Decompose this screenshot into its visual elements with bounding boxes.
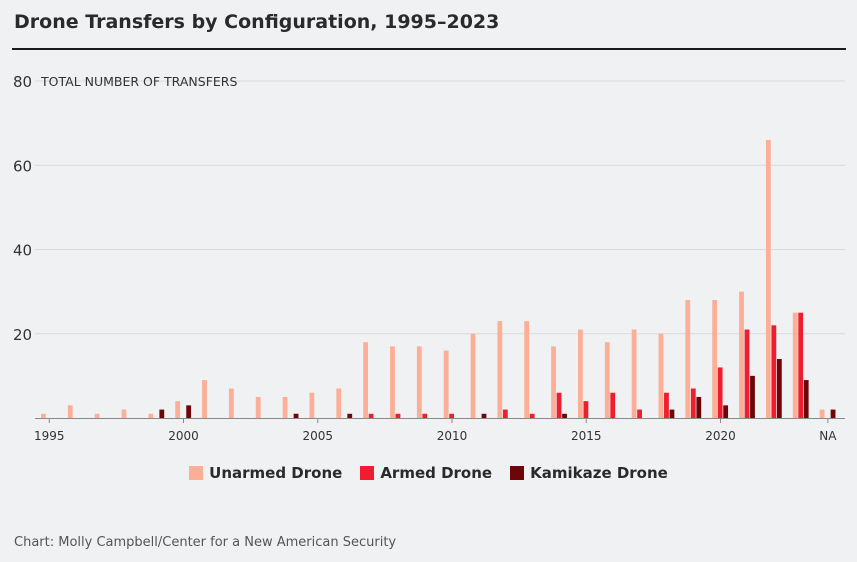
bar-kamikaze-2019 (696, 396, 702, 418)
bar-kamikaze-2020 (723, 405, 729, 418)
y-tick-label: 80 (13, 73, 32, 91)
bar-armed-2021 (744, 329, 750, 418)
legend-label: Unarmed Drone (209, 464, 343, 482)
legend-swatch (510, 466, 525, 480)
bar-kamikaze-2006 (347, 413, 353, 418)
legend-item-armed: Armed Drone (360, 464, 492, 482)
bar-unarmed-2017 (631, 329, 637, 418)
legend-item-kamikaze: Kamikaze Drone (510, 464, 668, 482)
x-tick-label: 1995 (34, 429, 65, 443)
bar-unarmed-2012 (497, 321, 503, 418)
bar-kamikaze-2004 (293, 413, 299, 418)
x-tick-label: 2005 (302, 429, 333, 443)
bar-unarmed-2022 (765, 139, 771, 418)
bar-kamikaze-2021 (750, 375, 755, 418)
bar-kamikaze-2023 (803, 380, 809, 418)
x-tick-label: NA (819, 429, 837, 443)
bar-chart: 1995 2000 2005 2010 2015 2020 NA 20 40 60 80 TOTAL… (13, 73, 845, 443)
bar-armed-2020 (717, 367, 723, 418)
bar-armed-2016 (610, 392, 616, 418)
bar-unarmed-2003 (255, 396, 261, 418)
y-tick-label: 20 (13, 326, 32, 344)
bar-armed-2010 (449, 413, 455, 418)
bar-kamikaze-2022 (776, 359, 782, 418)
bar-unarmed-2004 (282, 396, 288, 418)
bar-unarmed-2009 (416, 346, 422, 418)
bar-unarmed-2005 (309, 392, 315, 418)
bar-unarmed-2006 (336, 388, 342, 418)
x-tick-label: 2015 (571, 429, 602, 443)
bars (41, 139, 836, 418)
bar-armed-2022 (771, 325, 777, 418)
bar-unarmed-2016 (604, 342, 610, 418)
bar-kamikaze-1999 (159, 409, 165, 418)
bar-unarmed-2020 (712, 300, 718, 418)
bar-unarmed-1996 (67, 405, 73, 418)
bar-kamikaze-2018 (669, 409, 675, 418)
bar-unarmed-2007 (363, 342, 368, 418)
bar-armed-2015 (583, 401, 589, 418)
bar-kamikaze-2011 (481, 413, 487, 418)
y-tick-label: 40 (13, 242, 32, 260)
x-axis: 1995 2000 2005 2010 2015 2020 NA (34, 418, 845, 443)
x-tick-label: 2010 (437, 429, 468, 443)
bar-armed-2018 (664, 392, 669, 418)
y-tick-label: 60 (13, 157, 32, 175)
bar-unarmed-2014 (551, 346, 556, 418)
gridlines (35, 80, 845, 335)
bar-unarmed-2011 (470, 333, 476, 418)
bar-unarmed-1995 (41, 413, 46, 418)
bar-unarmed-1999 (148, 413, 154, 418)
bar-unarmed-2019 (685, 300, 691, 418)
bar-unarmed-2002 (228, 388, 234, 418)
bar-unarmed-2021 (739, 291, 744, 418)
legend-swatch (360, 466, 375, 480)
bar-unarmed-2001 (202, 380, 207, 418)
bar-armed-2013 (529, 413, 535, 418)
title-divider (12, 48, 846, 50)
bar-unarmed-2010 (443, 350, 449, 418)
chart-title: Drone Transfers by Configuration, 1995–2… (14, 11, 500, 33)
bar-armed-2009 (422, 413, 428, 418)
bar-unarmed-2018 (658, 333, 664, 418)
bar-unarmed-1997 (94, 413, 100, 418)
bar-unarmed-2023 (792, 312, 798, 418)
bar-armed-2008 (395, 413, 401, 418)
bar-kamikaze-2000 (186, 405, 192, 418)
bar-unarmed-2015 (578, 329, 583, 418)
chart-credit: Chart: Molly Campbell/Center for a New A… (14, 535, 397, 550)
bar-unarmed-2008 (390, 346, 395, 418)
bar-armed-2019 (690, 388, 696, 418)
legend-swatch (189, 466, 204, 480)
legend: Unarmed Drone Armed Drone Kamikaze Drone (0, 464, 857, 482)
bar-unarmed-2000 (175, 401, 181, 418)
legend-label: Armed Drone (380, 464, 493, 482)
bar-unarmed-NA (819, 409, 825, 418)
x-tick-label: 2000 (168, 429, 199, 443)
bar-unarmed-2013 (524, 321, 530, 418)
bar-armed-2017 (637, 409, 642, 418)
bar-armed-2014 (556, 392, 562, 418)
bar-unarmed-1998 (121, 409, 127, 418)
bar-armed-2007 (368, 413, 374, 418)
bar-kamikaze-2014 (562, 413, 567, 418)
y-axis: 20 40 60 80 TOTAL NUMBER OF TRANSFERS (13, 73, 237, 344)
bar-armed-2023 (798, 312, 804, 418)
x-tick-label: 2020 (705, 429, 736, 443)
bar-kamikaze-NA (830, 409, 836, 418)
legend-label: Kamikaze Drone (530, 464, 668, 482)
bar-armed-2012 (502, 409, 508, 418)
legend-item-unarmed: Unarmed Drone (189, 464, 342, 482)
y-axis-label: TOTAL NUMBER OF TRANSFERS (40, 74, 237, 89)
